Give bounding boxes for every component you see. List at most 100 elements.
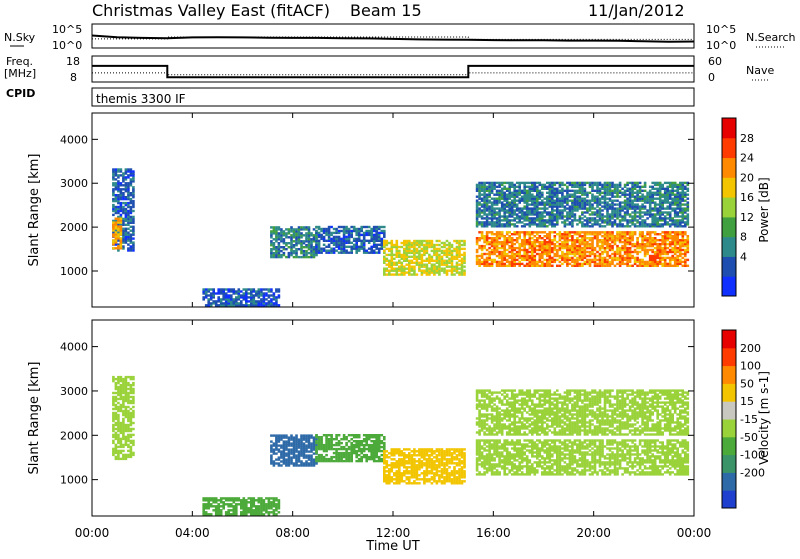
power-panel-cell [386,248,389,250]
power-panel-cell [441,242,444,244]
power-panel-cell [584,182,587,184]
power-panel-cell [493,221,496,223]
power-panel-cell [506,259,509,261]
power-panel-cell [644,205,647,207]
power-panel-cell [523,231,526,233]
power-panel-cell [456,262,459,264]
power-panel-cell [268,288,271,290]
power-panel-cell [283,246,286,248]
power-panel-cell [684,239,687,241]
power-panel-cell [666,257,669,259]
power-panel-cell [626,182,629,184]
power-panel-cell [451,244,454,246]
date-label: 11/Jan/2012 [588,1,685,20]
power-panel-cell [671,247,674,249]
power-panel-cell [393,262,396,264]
power-panel-cell [283,238,286,240]
power-panel-cell [338,252,341,254]
velocity-panel-cell [363,438,366,440]
power-panel-cell [411,273,414,275]
power-panel-cell [112,239,115,241]
power-panel-cell [516,225,519,227]
power-panel-cell [411,242,414,244]
power-panel-cell [130,178,133,180]
power-panel-cell [345,250,348,252]
power-panel-cell [609,198,612,200]
power-panel-cell [488,200,491,202]
power-panel-cell [639,196,642,198]
velocity-panel-cell [283,434,286,436]
plot-title: Christmas Valley East (fitACF) [92,1,330,20]
power-panel-cell [569,257,572,259]
power-panel-cell [243,288,246,290]
power-panel-cell [636,211,639,213]
power-panel-cell [569,190,572,192]
power-panel-cell [406,271,409,273]
power-panel-cell [684,182,687,184]
power-panel-cell [526,263,529,265]
power-panel-cell [536,261,539,263]
power-panel-cell [388,254,391,256]
power-panel-cell [112,233,115,235]
power-panel-cell [516,186,519,188]
power-panel-cell [581,263,584,265]
power-panel-cell [654,201,657,203]
power-panel-cell [539,182,542,184]
power-panel-cell [513,231,516,233]
power-panel-cell [551,239,554,241]
power-panel-cell [536,237,539,239]
power-panel-cell [684,231,687,233]
power-panel-cell [611,182,614,184]
power-panel-cell [275,226,278,228]
power-panel-cell [676,184,679,186]
power-panel-cell [571,219,574,221]
power-panel-cell [654,198,657,200]
power-panel-cell [589,251,592,253]
power-panel-cell [375,252,378,254]
power-panel-cell [117,206,120,208]
power-panel-cell [401,246,404,248]
power-panel-cell [682,261,685,263]
power-panel-cell [682,253,685,255]
power-panel-cell [624,211,627,213]
power-panel-cell [579,231,582,233]
power-panel-cell [120,168,123,170]
power-panel-cell [288,246,291,248]
velocity-panel-cell [120,384,123,386]
power-panel-cell [205,288,208,290]
power-panel-cell [403,248,406,250]
velocity-panel-cell [112,376,115,378]
power-panel-cell [649,255,652,257]
power-panel-cell [586,192,589,194]
power-panel-cell [501,231,504,233]
power-panel-cell [513,223,516,225]
power-panel-cell [606,182,609,184]
power-panel-cell [666,205,669,207]
power-panel-cell [398,260,401,262]
velocity-panel-cell [353,440,356,442]
power-panel-cell [531,217,534,219]
power-panel-cell [631,265,634,267]
power-panel-cell [621,255,624,257]
power-panel-cell [631,211,634,213]
power-panel-cell [518,182,521,184]
power-panel-cell [285,228,288,230]
power-panel-cell [601,201,604,203]
power-panel-cell [574,213,577,215]
power-panel-cell [388,242,391,244]
power-panel-cell [546,225,549,227]
velocity-panel-cell [115,412,118,414]
power-panel-cell [132,241,135,243]
power-panel-cell [659,233,662,235]
power-panel-cell [248,304,251,306]
velocity-panel-cell [365,454,368,456]
power-panel-cell [125,182,128,184]
power-panel-cell [529,186,532,188]
power-panel-cell [594,190,597,192]
power-panel-cell [220,288,223,290]
power-panel-cell [591,203,594,205]
power-panel-cell [358,246,361,248]
power-panel-cell [478,245,481,247]
power-panel-cell [511,200,514,202]
